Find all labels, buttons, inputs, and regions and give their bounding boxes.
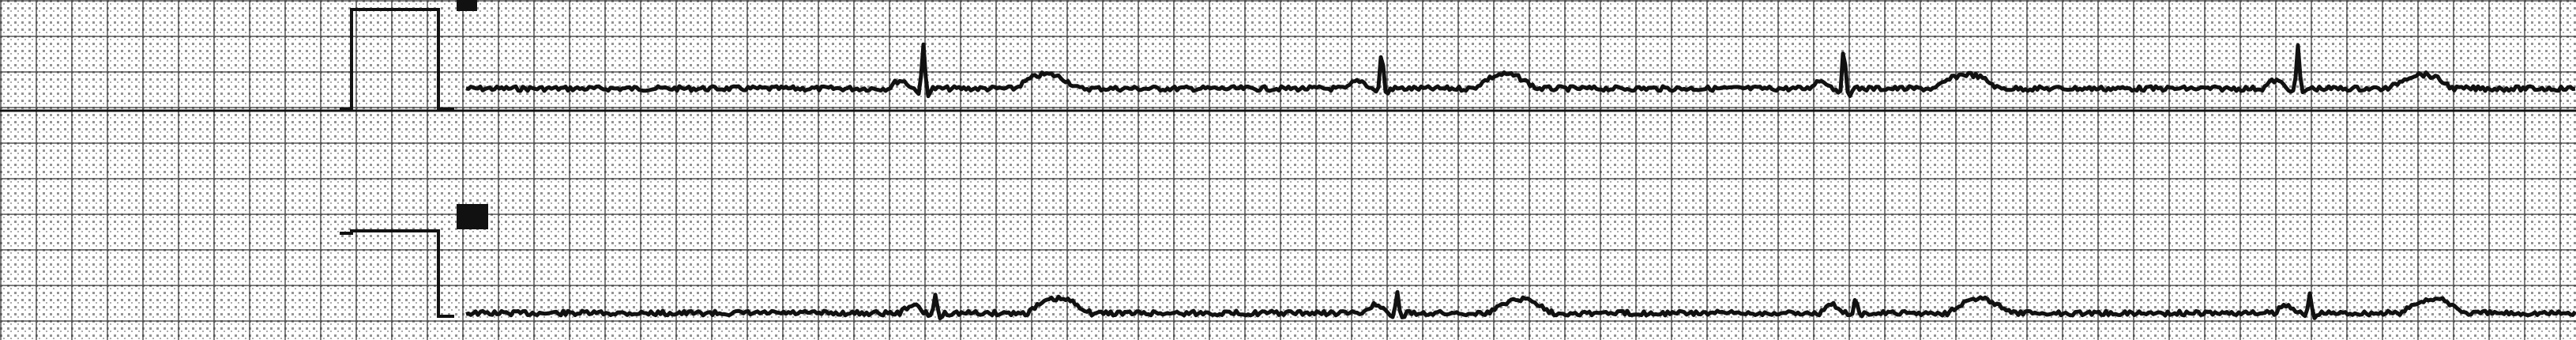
lead-2-calibration-pulse — [340, 229, 454, 318]
lead-1-marker — [457, 0, 477, 11]
lead-1-trace — [465, 42, 2576, 99]
lead-1-calibration-pulse — [340, 8, 454, 111]
lead-1 — [340, 0, 2576, 111]
lead-2 — [340, 204, 2576, 321]
lead-2-trace — [465, 289, 2576, 321]
lead-2-marker — [457, 204, 488, 229]
